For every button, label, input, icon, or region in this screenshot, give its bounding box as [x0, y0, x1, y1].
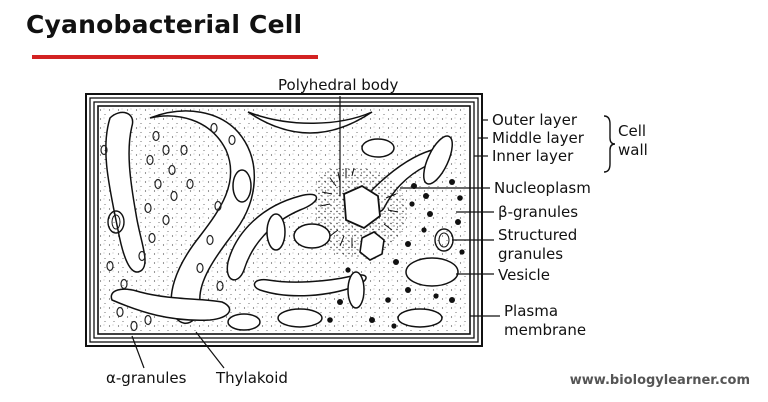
- cell-wall: [85, 93, 483, 347]
- label-polyhedral-body: Polyhedral body: [278, 76, 399, 94]
- label-plasma-membrane-line1: Plasma: [504, 302, 558, 320]
- beta-granules: [327, 179, 465, 329]
- label-plasma-membrane-line2: membrane: [504, 321, 586, 339]
- thylakoid: [247, 111, 373, 134]
- label-structured-granules-line2: granules: [498, 245, 563, 263]
- vesicle: [227, 313, 261, 331]
- page-title: Cyanobacterial Cell: [26, 10, 303, 39]
- label-vesicle: Vesicle: [498, 266, 550, 284]
- alpha-granules: [100, 122, 236, 332]
- structured-granule: [107, 210, 125, 234]
- vesicle: [361, 138, 395, 158]
- leader-lines: [131, 96, 616, 369]
- nucleoplasm-fibrils: [319, 167, 399, 248]
- vesicle: [423, 135, 453, 185]
- label-nucleoplasm: Nucleoplasm: [494, 179, 591, 197]
- structured-granule: [111, 214, 121, 230]
- label-thylakoid: Thylakoid: [215, 369, 288, 387]
- label-middle-layer: Middle layer: [492, 129, 585, 147]
- thylakoid: [110, 288, 231, 322]
- cell-wall-brace: [603, 115, 616, 173]
- label-inner-layer: Inner layer: [492, 147, 574, 165]
- vesicle: [293, 223, 331, 249]
- vesicle: [232, 169, 252, 203]
- outer-layer: [85, 93, 483, 347]
- inner-layer: [93, 101, 475, 339]
- vesicle: [347, 271, 365, 309]
- polyhedral-body: [359, 231, 385, 261]
- label-cell-wall-line1: Cell: [618, 122, 646, 140]
- structured-granule: [438, 232, 450, 248]
- label-beta-granules: β-granules: [498, 203, 578, 221]
- vesicles: [227, 135, 459, 331]
- website-credit: www.biologylearner.com: [569, 373, 750, 388]
- label-outer-layer: Outer layer: [492, 111, 578, 129]
- thylakoid: [226, 193, 318, 281]
- label-alpha-granules: α-granules: [106, 369, 187, 387]
- vesicle: [266, 213, 286, 251]
- label-structured-granules-line1: Structured: [498, 226, 577, 244]
- plasma-membrane: [97, 105, 471, 335]
- polyhedral-body: [343, 184, 381, 230]
- title-underline: [32, 55, 318, 59]
- vesicle: [397, 308, 443, 328]
- middle-layer: [89, 97, 479, 343]
- vesicle: [277, 308, 323, 328]
- vesicle: [405, 257, 459, 287]
- label-cell-wall-line2: wall: [618, 141, 648, 159]
